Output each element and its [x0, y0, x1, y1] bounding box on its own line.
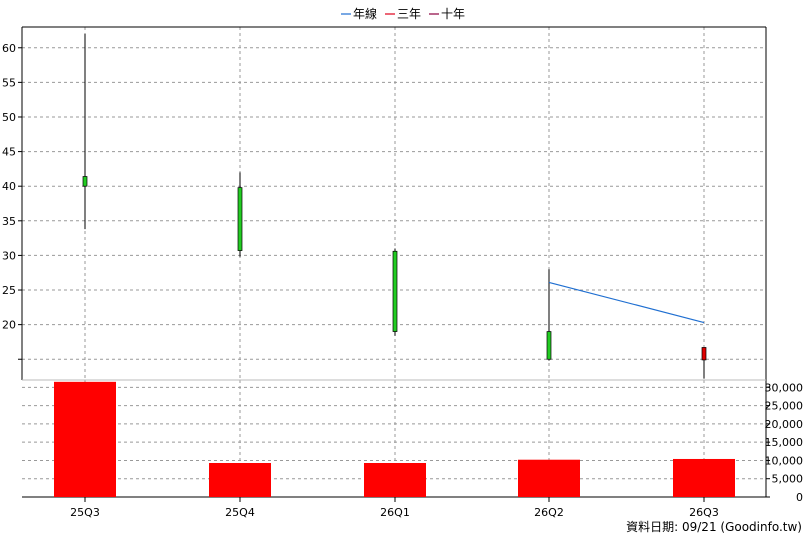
price-tick-label-3: 30: [2, 249, 16, 262]
price-tick-label-5: 40: [2, 180, 16, 193]
volume-tick-label-4: 20,000: [765, 418, 804, 431]
candle-body-4: [701, 347, 707, 361]
data-date-footer: 資料日期: 09/21 (Goodinfo.tw): [626, 520, 802, 534]
volume-tick-label-0: 0: [796, 491, 803, 504]
volume-bar-1: [209, 462, 271, 497]
volume-bar-0: [54, 381, 116, 497]
candle-body-0: [82, 176, 88, 187]
price-tick-label-8: 55: [2, 76, 16, 89]
volume-tick-label-6: 30,000: [765, 381, 804, 394]
x-tick-label-1: 25Q4: [225, 506, 255, 519]
legend-label-1: 三年: [397, 7, 421, 21]
x-tick-label-4: 26Q3: [689, 506, 719, 519]
volume-axis: 0 5,000 10,000 15,000 20,000 25,000 30,000: [765, 381, 804, 504]
price-axis: 20 25 30 35 40 45 50 55 60: [2, 42, 22, 360]
moving-average-lines: [548, 281, 705, 324]
volume-tick-label-3: 15,000: [765, 436, 804, 449]
price-tick-label-9: 60: [2, 42, 16, 55]
legend-label-2: 十年: [441, 7, 465, 21]
x-tick-label-3: 26Q2: [534, 506, 564, 519]
price-tick-label-2: 25: [2, 284, 16, 297]
price-tick-label-4: 35: [2, 215, 16, 228]
volume-bars: [54, 381, 735, 497]
x-tick-label-0: 25Q3: [70, 506, 100, 519]
volume-bar-4: [673, 458, 735, 497]
candle-body-1: [237, 187, 243, 251]
legend: 年線 三年 十年: [341, 6, 465, 21]
volume-tick-label-2: 10,000: [765, 454, 804, 467]
volume-bar-2: [364, 462, 426, 497]
price-tick-label-1: 20: [2, 319, 16, 332]
x-axis: 25Q3 25Q4 26Q1 26Q2 26Q3: [70, 497, 719, 519]
price-tick-label-6: 45: [2, 146, 16, 159]
price-tick-label-7: 50: [2, 111, 16, 124]
candle-body-2: [392, 250, 398, 332]
candlesticks: [82, 33, 707, 379]
legend-label-0: 年線: [353, 6, 377, 21]
volume-tick-label-5: 25,000: [765, 400, 804, 413]
series-line-0: [548, 281, 705, 324]
x-tick-label-2: 26Q1: [380, 506, 410, 519]
volume-tick-label-1: 5,000: [772, 473, 804, 486]
volume-bar-3: [518, 459, 580, 497]
candle-body-3: [546, 331, 552, 360]
